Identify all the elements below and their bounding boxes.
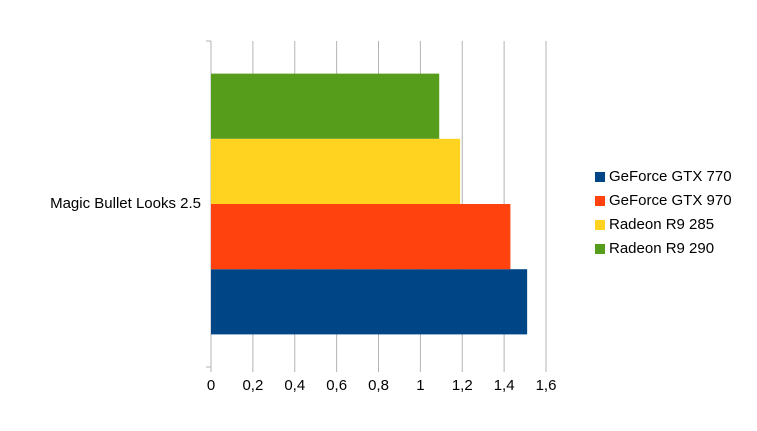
bar [211, 204, 511, 270]
legend-marker [595, 244, 605, 254]
legend-label: GeForce GTX 770 [609, 168, 732, 185]
legend-label: GeForce GTX 970 [609, 192, 732, 209]
legend-marker [595, 220, 605, 230]
y-tick-label: Magic Bullet Looks 2.5 [50, 195, 201, 212]
legend-label: Radeon R9 285 [609, 216, 714, 233]
bar [211, 73, 440, 139]
x-tick-label: 0,2 [242, 377, 263, 394]
legend-marker [595, 196, 605, 206]
legend-label: Radeon R9 290 [609, 240, 714, 257]
bar [211, 269, 528, 335]
x-tick-label: 0 [207, 377, 215, 394]
x-tick-label: 0,8 [368, 377, 389, 394]
x-tick-label: 0,6 [326, 377, 347, 394]
x-tick-label: 1,6 [536, 377, 557, 394]
legend-marker [595, 172, 605, 182]
x-tick-label: 1,2 [452, 377, 473, 394]
x-tick-label: 1,4 [494, 377, 515, 394]
x-tick-label: 1 [416, 377, 424, 394]
x-tick-label: 0,4 [284, 377, 305, 394]
bar [211, 138, 461, 204]
